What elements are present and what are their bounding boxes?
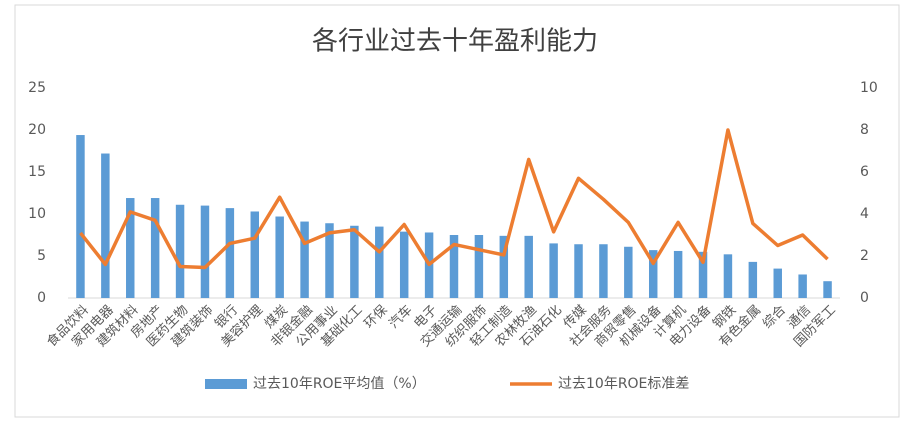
y-tick-label: 20 xyxy=(28,122,46,138)
bar xyxy=(150,198,160,298)
bar xyxy=(574,244,583,298)
chart-border xyxy=(14,4,900,418)
bar xyxy=(549,243,558,298)
bar xyxy=(76,135,85,298)
legend-marker xyxy=(205,379,247,389)
bar xyxy=(101,153,110,298)
y2-tick-label: 10 xyxy=(860,80,878,96)
bar xyxy=(499,235,509,298)
chart-title: 各行业过去十年盈利能力 xyxy=(312,27,598,57)
y2-tick-label: 4 xyxy=(860,206,869,222)
bar xyxy=(723,254,733,298)
y2-tick-label: 8 xyxy=(860,122,869,138)
bar xyxy=(325,223,334,298)
bar xyxy=(449,235,459,298)
bar xyxy=(275,216,284,298)
bar xyxy=(175,204,185,298)
bar xyxy=(648,250,658,298)
bar xyxy=(474,235,484,298)
line xyxy=(79,128,829,270)
bar xyxy=(399,231,409,298)
bar xyxy=(599,244,608,298)
bar xyxy=(823,281,832,298)
y2-tick-label: 2 xyxy=(860,248,869,264)
bar xyxy=(698,251,708,298)
bar xyxy=(624,246,633,298)
y2-tick-label: 0 xyxy=(860,290,869,306)
legend-label: 过去10年ROE标准差 xyxy=(558,376,689,392)
bar xyxy=(673,250,683,298)
bar xyxy=(200,205,210,298)
y-tick-label: 0 xyxy=(37,290,46,306)
bar xyxy=(225,208,235,298)
bar xyxy=(748,261,758,298)
bar xyxy=(126,198,135,298)
bar xyxy=(798,274,807,298)
y-tick-label: 5 xyxy=(37,248,46,264)
y-tick-label: 25 xyxy=(28,80,46,96)
bar xyxy=(375,226,384,298)
bar xyxy=(524,235,533,298)
y-tick-label: 15 xyxy=(28,164,46,180)
bar xyxy=(350,225,359,298)
y-tick-label: 10 xyxy=(28,206,46,222)
legend-label: 过去10年ROE平均值（%） xyxy=(253,376,426,392)
bar xyxy=(773,268,782,298)
bar xyxy=(300,221,309,298)
bar xyxy=(250,211,260,298)
y2-tick-label: 6 xyxy=(860,164,869,180)
